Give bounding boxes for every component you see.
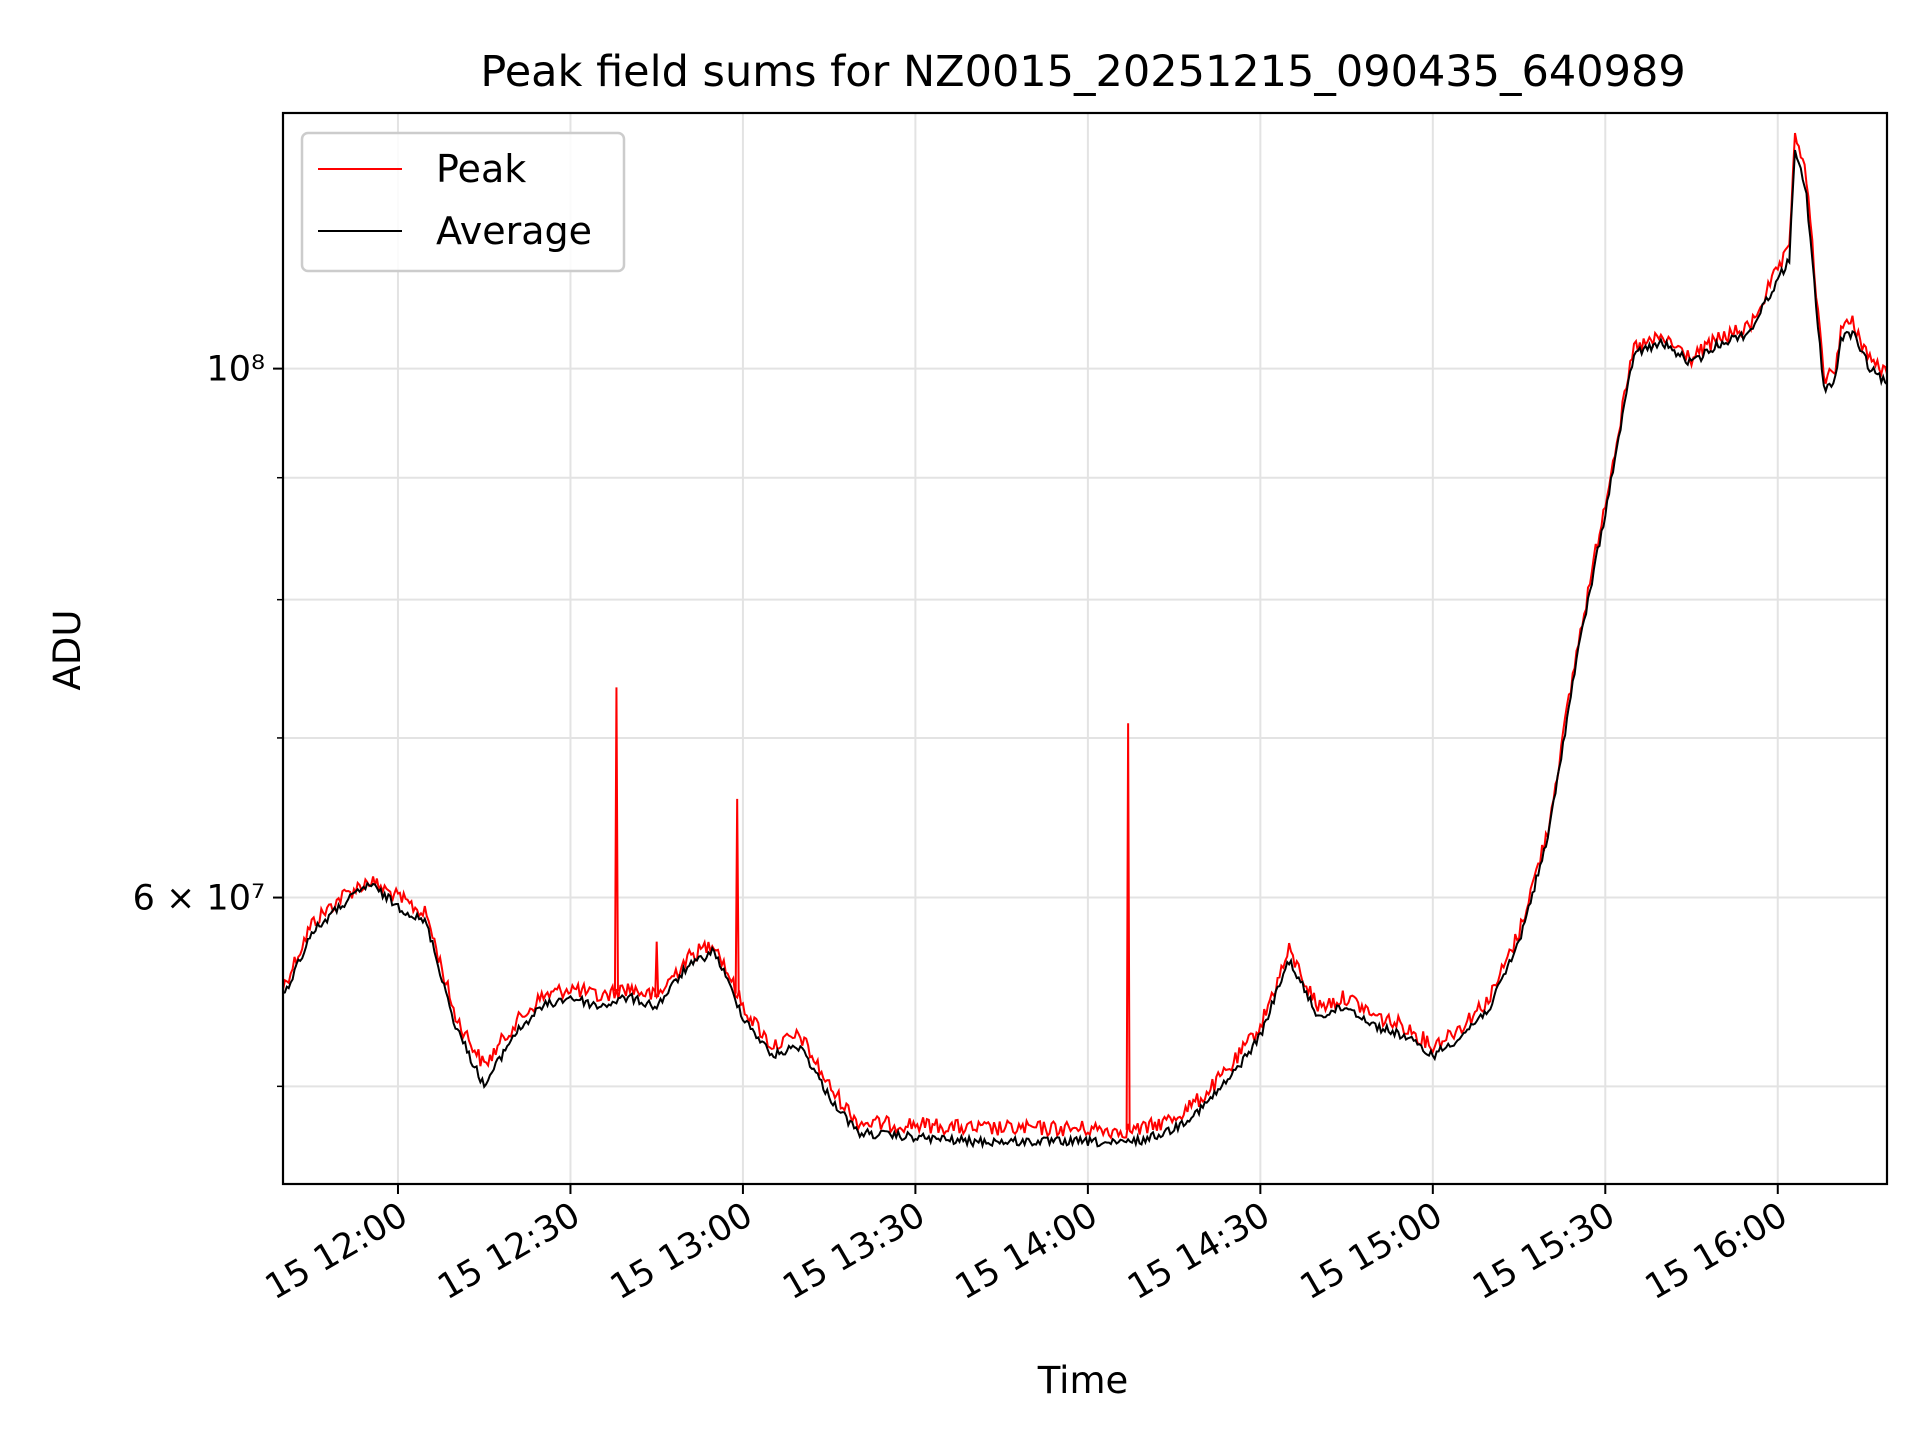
peak-spike	[734, 798, 740, 994]
x-axis-label: Time	[1037, 1359, 1129, 1402]
legend: Peak Average	[300, 131, 626, 273]
peak-spikes	[613, 687, 1131, 1130]
legend-peak-label: Peak	[436, 147, 526, 191]
y-tick-label: 10⁸	[206, 350, 265, 390]
peak-spike	[613, 687, 619, 992]
y-tick-label: 6 × 10⁷	[133, 879, 265, 919]
y-axis-label: ADU	[46, 610, 89, 691]
plot-frame	[281, 111, 1889, 1186]
legend-average-label: Average	[436, 209, 592, 253]
peak-spike	[1125, 723, 1131, 1130]
average-series-line	[283, 149, 1887, 1150]
peak-spike	[654, 941, 660, 998]
chart-title: Peak field sums for NZ0015_20251215_0904…	[480, 47, 1685, 97]
legend-box	[300, 131, 626, 273]
y-axis-ticks: 6 × 10⁷ 10⁸	[133, 350, 283, 1088]
grid-lines	[283, 113, 1887, 1184]
